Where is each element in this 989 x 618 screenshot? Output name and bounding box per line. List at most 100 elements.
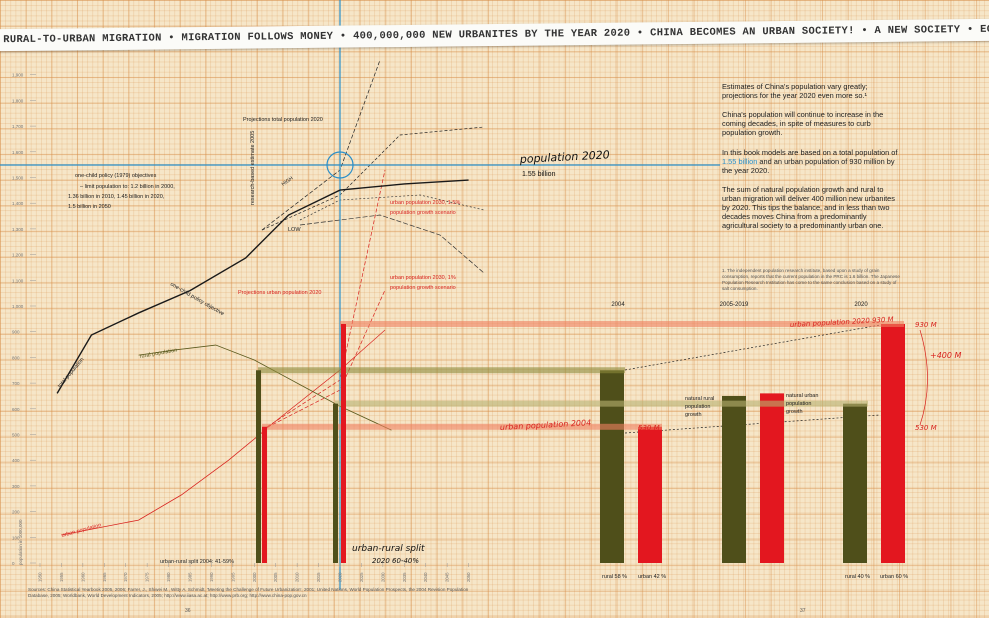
bar xyxy=(881,323,905,563)
annotation: population growth scenario xyxy=(390,285,456,291)
annotation: 530 M xyxy=(915,424,937,432)
y-tick-label: 1,700 xyxy=(12,124,24,129)
band xyxy=(258,367,625,374)
crosshair-circle xyxy=(326,151,354,179)
sources: Sources: China Statistical Yearbook 2005… xyxy=(28,587,469,598)
y-tick-label: 1,100 xyxy=(12,278,24,283)
y-tick-label: 700 xyxy=(12,381,20,386)
x-tick-label: 2040 xyxy=(423,572,428,582)
category-label: 2005-2019 xyxy=(720,302,749,308)
y-tick-label: 200 xyxy=(12,510,20,515)
annotation: LOW xyxy=(288,227,301,233)
connector xyxy=(624,324,881,371)
paragraph: China's population will continue to incr… xyxy=(722,110,884,137)
annotation: 1.5 billion in 2050 xyxy=(68,204,111,210)
annotation: +400 M xyxy=(930,351,962,360)
y-tick-label: 300 xyxy=(12,484,20,489)
y-tick-label: 1,900 xyxy=(12,73,24,78)
y-tick-label: 1,500 xyxy=(12,176,24,181)
bar xyxy=(722,395,746,563)
y-tick-label: 1,000 xyxy=(12,304,24,309)
year-bar xyxy=(256,370,261,563)
annotation: population 2020 xyxy=(518,148,610,166)
projection-urban xyxy=(261,289,386,431)
bar xyxy=(843,403,867,563)
annotation: population growth scenario xyxy=(390,210,456,216)
band xyxy=(335,400,868,407)
x-tick-label: 1995 xyxy=(230,572,235,582)
x-tick-label: 2025 xyxy=(359,572,364,582)
annotation: 2020 60-40% xyxy=(372,557,419,565)
annotation: urban population 2004 xyxy=(500,418,592,432)
x-tick-label: 2035 xyxy=(402,572,407,582)
annotation: natural urban xyxy=(786,393,818,399)
annotation: urban 60 % xyxy=(880,574,908,580)
y-tick-label: 1,400 xyxy=(12,201,24,206)
x-tick-label: 1980 xyxy=(166,572,171,582)
highlight: 1.55 billion xyxy=(722,157,758,166)
annotation: 1.36 billion in 2010, 1.45 billion in 20… xyxy=(68,194,165,200)
projection-high xyxy=(261,59,381,231)
paragraph: The sum of natural population growth and… xyxy=(722,185,895,230)
footnote: 1. The independent population research i… xyxy=(722,268,900,291)
annotation: 530 M xyxy=(638,424,660,432)
x-tick-label: 2000 xyxy=(252,572,257,582)
year-bar xyxy=(333,403,338,563)
text: In this book models are based on a total… xyxy=(722,148,898,157)
y-axis-label: population in 1000,000 xyxy=(18,519,23,565)
annotation: Projections urban population 2020 xyxy=(238,290,321,296)
x-tick-label: 1985 xyxy=(188,572,193,582)
x-tick-label: 1955 xyxy=(59,572,64,582)
x-tick-label: 1965 xyxy=(102,572,107,582)
x-tick-label: 1950 xyxy=(38,572,43,582)
connector xyxy=(624,414,881,434)
annotation: population xyxy=(786,401,811,407)
annotation: urban population 2030, 1.5% xyxy=(390,200,460,206)
year-bar xyxy=(262,426,267,563)
annotation: 36 xyxy=(185,608,191,614)
band xyxy=(340,320,904,327)
y-tick-label: 600 xyxy=(12,407,20,412)
annotation: – limit population to: 1.2 billion in 20… xyxy=(80,184,175,190)
y-tick-label: 100 xyxy=(12,535,20,540)
crosshair xyxy=(0,0,720,590)
annotation: 1.55 billion xyxy=(522,171,556,178)
line-series xyxy=(56,179,469,394)
x-tick-label: 1975 xyxy=(145,572,150,582)
annotation: HIGH xyxy=(281,175,295,187)
projection-urban xyxy=(261,169,386,431)
projection-urban xyxy=(261,329,386,433)
year-bar xyxy=(341,323,346,563)
annotation: natural rural xyxy=(685,396,714,402)
annotation: urban-rural split 2004: 41-59% xyxy=(160,559,234,565)
annotation: 930 M xyxy=(915,321,937,329)
x-tick-label: 1990 xyxy=(209,572,214,582)
bar xyxy=(600,370,624,563)
annotation: Projections total population 2020 xyxy=(243,117,323,123)
y-tick-label: 1,200 xyxy=(12,253,24,258)
x-tick-label: 2020 xyxy=(338,572,343,582)
projection-low xyxy=(299,214,485,274)
bracket xyxy=(919,329,928,426)
annotation: population xyxy=(685,404,710,410)
y-tick-label: 1,300 xyxy=(12,227,24,232)
x-tick-label: 1970 xyxy=(123,572,128,582)
annotation: 37 xyxy=(800,608,806,614)
annotation: total population xyxy=(57,357,86,389)
band xyxy=(262,423,662,430)
annotation: rural population xyxy=(139,347,177,359)
category-label: 2020 xyxy=(854,302,868,308)
category-label: 2004 xyxy=(611,302,625,308)
annotation: rural 58 % xyxy=(602,574,627,580)
annotation: research-based estimate 2005 xyxy=(250,131,256,205)
bar xyxy=(638,426,662,563)
y-tick-label: 1,800 xyxy=(12,98,24,103)
y-tick-label: 0 xyxy=(12,561,15,566)
x-tick-label: 2050 xyxy=(466,572,471,582)
paragraph: In this book models are based on a total… xyxy=(722,148,902,175)
annotation: urban population 2030, 1% xyxy=(390,275,456,281)
x-tick-label: 2010 xyxy=(295,572,300,582)
annotation: urban population xyxy=(61,523,102,539)
y-tick-label: 900 xyxy=(12,330,20,335)
x-tick-label: 1960 xyxy=(80,572,85,582)
